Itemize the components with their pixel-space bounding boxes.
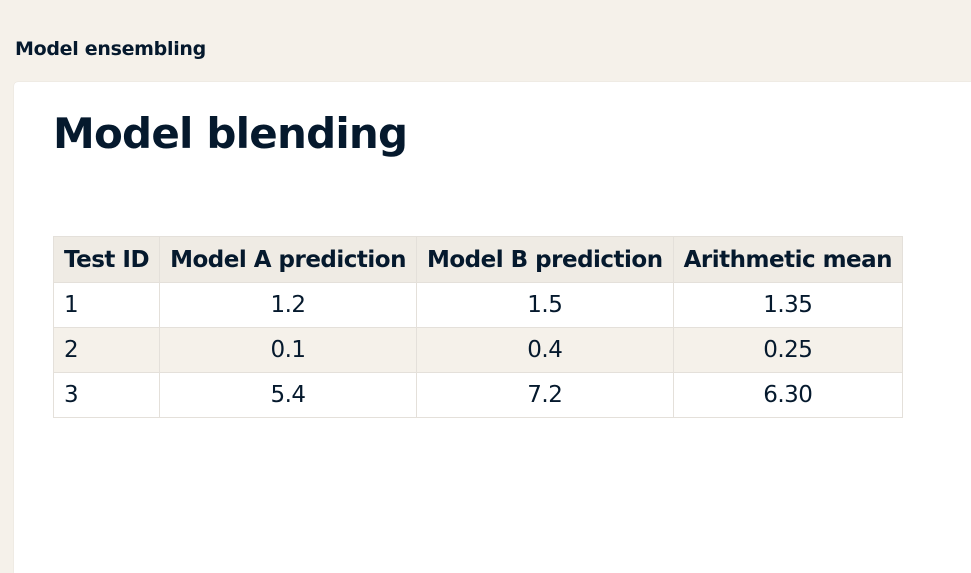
column-header-arithmetic-mean: Arithmetic mean xyxy=(672,236,904,283)
cell-model-a: 1.2 xyxy=(159,282,417,328)
cell-model-a: 5.4 xyxy=(159,372,417,418)
column-header-model-b: Model B prediction xyxy=(415,236,674,283)
table-header-row: Test ID Model A prediction Model B predi… xyxy=(52,236,904,283)
table-row: 1 1.2 1.5 1.35 xyxy=(52,282,904,328)
cell-test-id: 1 xyxy=(52,282,161,328)
slide-title: Model blending xyxy=(53,109,408,158)
cell-model-b: 7.2 xyxy=(415,372,674,418)
cell-model-b: 1.5 xyxy=(415,282,674,328)
column-header-test-id: Test ID xyxy=(52,236,161,283)
table-row: 3 5.4 7.2 6.30 xyxy=(52,372,904,418)
cell-mean: 1.35 xyxy=(672,282,904,328)
cell-test-id: 3 xyxy=(52,372,161,418)
cell-mean: 6.30 xyxy=(672,372,904,418)
blending-table: Test ID Model A prediction Model B predi… xyxy=(52,236,904,418)
top-bar: Model ensembling xyxy=(0,0,971,82)
cell-test-id: 2 xyxy=(52,327,161,373)
cell-model-b: 0.4 xyxy=(415,327,674,373)
cell-model-a: 0.1 xyxy=(159,327,417,373)
cell-mean: 0.25 xyxy=(672,327,904,373)
column-header-model-a: Model A prediction xyxy=(159,236,417,283)
slide-card: Model blending Test ID Model A predictio… xyxy=(14,82,971,573)
table-row: 2 0.1 0.4 0.25 xyxy=(52,327,904,373)
course-title: Model ensembling xyxy=(15,38,206,60)
